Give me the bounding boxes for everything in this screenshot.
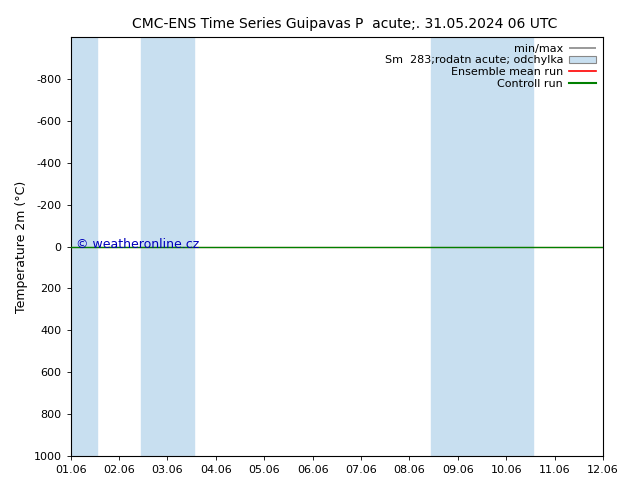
Text: P  acute;. 31.05.2024 06 UTC: P acute;. 31.05.2024 06 UTC — [355, 17, 558, 31]
Y-axis label: Temperature 2m (°C): Temperature 2m (°C) — [15, 180, 28, 313]
Bar — [625, 37, 634, 456]
Bar — [431, 37, 533, 456]
Text: CMC-ENS Time Series Guipavas: CMC-ENS Time Series Guipavas — [131, 17, 351, 31]
Bar — [141, 37, 194, 456]
Bar — [70, 37, 97, 456]
Legend: min/max, Sm  283;rodatn acute; odchylka, Ensemble mean run, Controll run: min/max, Sm 283;rodatn acute; odchylka, … — [380, 39, 601, 93]
Text: © weatheronline.cz: © weatheronline.cz — [76, 238, 199, 251]
